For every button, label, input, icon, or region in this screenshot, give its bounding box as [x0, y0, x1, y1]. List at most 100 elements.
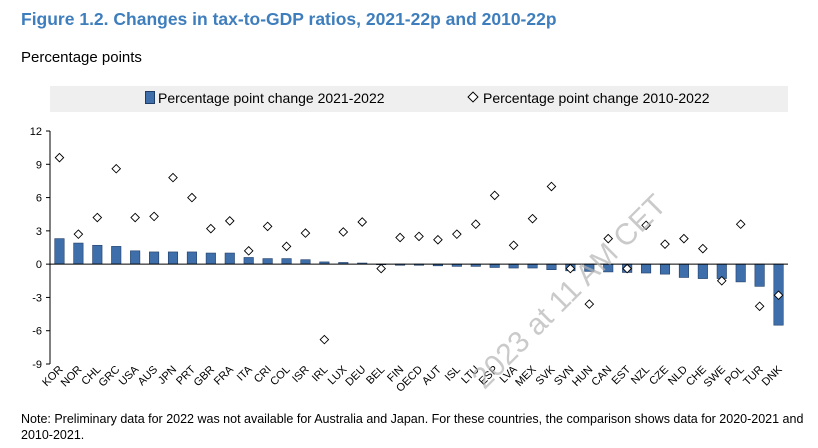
data-bar: [641, 263, 652, 274]
legend-bar-swatch-icon: [145, 91, 155, 104]
data-marker-diamond: [73, 229, 84, 240]
data-marker-diamond: [338, 227, 349, 237]
data-bar: [54, 238, 65, 265]
figure-title: Figure 1.2. Changes in tax-to-GDP ratios…: [21, 9, 557, 29]
data-bar: [584, 263, 595, 272]
y-axis-units: Percentage points: [21, 49, 142, 66]
figure-note: Note: Preliminary data for 2022 was not …: [21, 412, 804, 442]
data-marker-diamond: [92, 212, 103, 223]
y-tick-label: -9: [32, 359, 42, 371]
category-label: CAN: [589, 364, 614, 389]
legend-item-markers: Percentage point change 2010-2022: [467, 90, 710, 106]
category-label: FRA: [212, 363, 237, 388]
data-marker-diamond: [641, 220, 651, 231]
data-bar: [186, 251, 197, 265]
data-bar: [262, 258, 273, 265]
category-label: NOR: [59, 364, 85, 390]
data-marker-diamond: [433, 234, 443, 245]
data-marker-diamond: [111, 163, 122, 174]
data-bar: [130, 250, 141, 265]
category-label: SVK: [534, 363, 559, 388]
data-marker-diamond: [679, 233, 689, 244]
data-bar: [111, 246, 122, 265]
data-bar: [167, 251, 179, 265]
data-marker-diamond: [489, 190, 500, 201]
data-bar: [659, 263, 671, 275]
data-marker-diamond: [281, 241, 292, 252]
category-label: ESP: [477, 364, 501, 388]
data-bar: [678, 263, 689, 278]
category-label: DEU: [343, 364, 368, 389]
category-label: NZL: [629, 364, 652, 387]
data-marker-diamond: [300, 228, 311, 238]
data-marker-diamond: [319, 334, 330, 345]
category-label: ISL: [443, 364, 463, 384]
category-label: NLD: [666, 364, 690, 388]
data-marker-diamond: [527, 213, 538, 224]
data-bar: [735, 263, 746, 283]
data-marker-diamond: [735, 219, 746, 230]
category-label: COL: [268, 364, 292, 388]
data-bar: [205, 252, 216, 265]
data-marker-diamond: [168, 172, 178, 183]
data-marker-diamond: [357, 217, 368, 227]
data-marker-diamond: [716, 275, 727, 286]
data-marker-diamond: [376, 263, 386, 274]
y-tick-label: -3: [32, 292, 42, 304]
data-marker-diamond: [395, 232, 405, 243]
category-label: MEX: [513, 363, 539, 389]
category-label: LTU: [459, 364, 482, 387]
category-label: POL: [723, 364, 747, 388]
data-marker-diamond: [546, 181, 557, 192]
data-marker-diamond: [603, 233, 614, 244]
data-bar: [149, 251, 160, 265]
data-marker-diamond: [470, 219, 481, 230]
category-label: JPN: [156, 364, 179, 387]
y-tick-label: 3: [36, 226, 42, 238]
category-label: BEL: [364, 364, 387, 387]
data-bar: [508, 263, 519, 269]
y-tick-label: 6: [36, 193, 42, 205]
data-marker-diamond: [206, 223, 216, 234]
data-bar: [281, 258, 292, 265]
data-marker-diamond: [414, 231, 424, 242]
data-marker-diamond: [149, 211, 159, 222]
data-bar: [527, 263, 538, 269]
data-marker-diamond: [565, 263, 576, 274]
category-label: ITA: [235, 363, 255, 383]
data-marker-diamond: [660, 239, 670, 250]
data-bar: [92, 244, 103, 265]
category-label: GBR: [192, 364, 217, 389]
data-marker-diamond: [773, 290, 784, 301]
data-marker-diamond: [224, 216, 235, 226]
data-bar: [697, 263, 708, 279]
category-label: AUS: [136, 364, 160, 388]
data-bar: [243, 257, 254, 265]
category-label: CZE: [647, 364, 671, 388]
data-bar: [603, 263, 614, 273]
data-marker-diamond: [187, 192, 197, 203]
category-label: EST: [610, 363, 634, 387]
data-marker-diamond: [754, 301, 765, 312]
category-label: DNK: [760, 363, 785, 388]
data-marker-diamond: [622, 263, 632, 274]
y-tick-label: -6: [32, 326, 42, 338]
data-bar: [224, 252, 235, 265]
legend-label-2021-2022: Percentage point change 2021-2022: [158, 90, 385, 106]
chart-legend: Percentage point change 2021-2022 Percen…: [50, 86, 788, 112]
data-marker-diamond: [262, 221, 273, 232]
category-label: TUR: [741, 364, 766, 389]
legend-item-bars: Percentage point change 2021-2022: [145, 90, 385, 106]
category-label: AUT: [420, 363, 444, 387]
y-tick-label: 12: [30, 126, 42, 138]
data-marker-diamond: [54, 152, 65, 163]
data-marker-diamond: [698, 243, 708, 254]
legend-label-2010-2022: Percentage point change 2010-2022: [483, 90, 710, 106]
category-label: GRC: [97, 364, 123, 390]
y-tick-label: 0: [36, 259, 42, 271]
data-marker-diamond: [452, 229, 462, 240]
y-tick-label: 9: [36, 159, 42, 171]
data-bar: [546, 263, 557, 270]
data-bar: [73, 242, 84, 265]
